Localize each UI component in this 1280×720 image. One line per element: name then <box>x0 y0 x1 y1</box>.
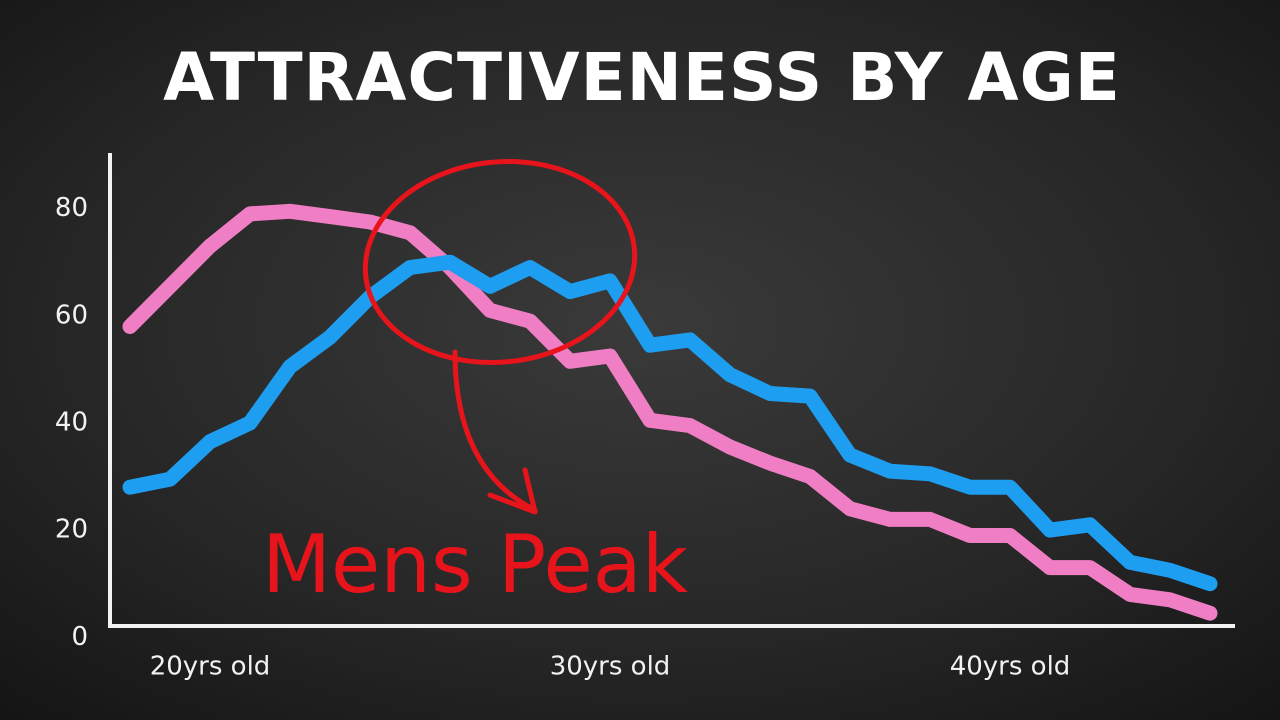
y-tick-label: 40 <box>55 407 88 437</box>
y-tick-label: 80 <box>55 193 88 223</box>
plot-area <box>122 203 1218 621</box>
annotation-arrow <box>452 349 538 515</box>
series-line <box>122 254 1218 592</box>
highlight-circle <box>362 159 638 365</box>
x-tick-label: 20yrs old <box>150 652 271 682</box>
y-tick-label: 0 <box>71 622 88 652</box>
x-tick-label: 40yrs old <box>950 652 1071 682</box>
series-line <box>122 203 1218 621</box>
y-tick-label: 20 <box>55 515 88 545</box>
x-tick-label: 30yrs old <box>550 652 671 682</box>
y-tick-label: 60 <box>55 300 88 330</box>
chart-title: ATTRACTIVENESS BY AGE <box>163 39 1121 116</box>
annotation: Mens Peak <box>262 518 689 611</box>
